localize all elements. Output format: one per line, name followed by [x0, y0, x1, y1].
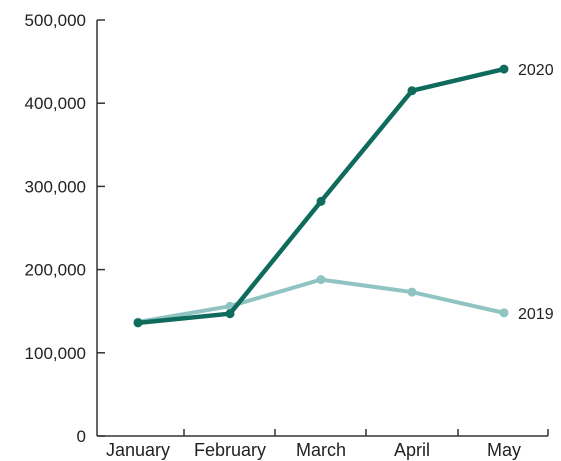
y-tick-label: 100,000: [25, 344, 86, 363]
series-label-layer: 2019 2020: [518, 62, 554, 323]
data-point-2019: [407, 287, 417, 297]
y-tick-label: 400,000: [25, 94, 86, 113]
x-tick-label: April: [394, 440, 430, 460]
x-tick-label: January: [106, 440, 170, 460]
x-tick-label: May: [487, 440, 521, 460]
series-label-2019: 2019: [518, 306, 554, 323]
data-point-2020: [133, 318, 143, 328]
y-axis: 0 100,000 200,000 300,000 400,000 500,000: [25, 11, 105, 446]
series-2019: [133, 275, 509, 327]
series-line-2020: [135, 66, 507, 326]
y-tick-label: 200,000: [25, 261, 86, 280]
y-tick-label: 500,000: [25, 11, 86, 30]
x-tick-label: March: [296, 440, 346, 460]
data-point-2020: [316, 196, 326, 206]
x-axis: January February March April May: [97, 429, 549, 460]
data-point-2020: [225, 309, 235, 319]
series-label-2020: 2020: [518, 62, 554, 79]
series-2020: [133, 64, 509, 328]
y-tick-label: 0: [77, 427, 86, 446]
data-point-2020: [407, 86, 417, 96]
x-tick-label: February: [194, 440, 266, 460]
series-layer: [133, 64, 509, 328]
y-tick-label: 300,000: [25, 177, 86, 196]
data-point-2019: [316, 275, 326, 285]
data-point-2019: [499, 308, 509, 318]
data-point-2020: [499, 64, 509, 74]
